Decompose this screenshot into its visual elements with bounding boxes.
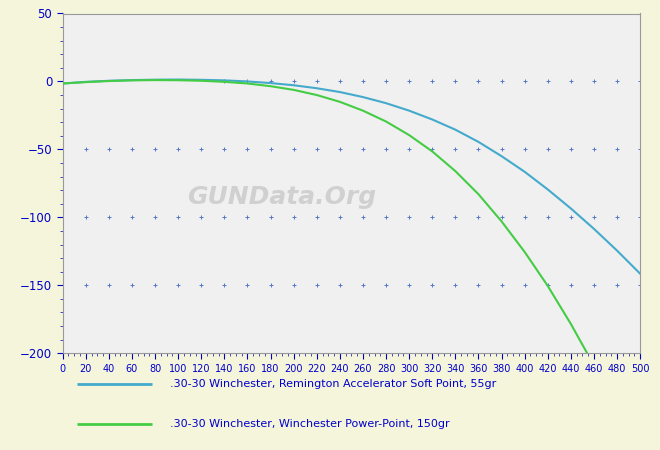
Text: .30-30 Winchester, Remington Accelerator Soft Point, 55gr: .30-30 Winchester, Remington Accelerator… xyxy=(170,379,496,389)
Text: GUNData.Org: GUNData.Org xyxy=(187,185,377,209)
Text: .30-30 Winchester, Winchester Power-Point, 150gr: .30-30 Winchester, Winchester Power-Poin… xyxy=(170,419,449,429)
